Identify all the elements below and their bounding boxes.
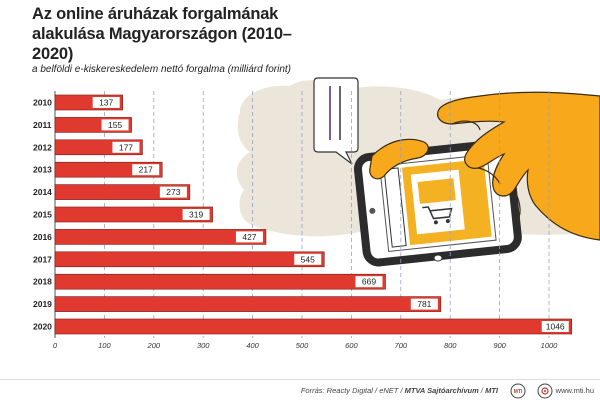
category-label: 2011 bbox=[33, 120, 52, 130]
data-label: 781 bbox=[417, 299, 431, 309]
category-label: 2018 bbox=[33, 277, 52, 287]
chart-category-labels: 2010 2011 2012 2013 2014 2015 2016 2017 2018 2019… bbox=[33, 98, 52, 332]
data-label: 155 bbox=[108, 120, 122, 130]
x-tick-label: 100 bbox=[98, 341, 111, 350]
x-tick-label: 600 bbox=[345, 341, 358, 350]
bar bbox=[54, 206, 213, 223]
source-end: MTI bbox=[485, 386, 498, 395]
footer: Forrás: Reacty Digital / eNET / MTVA Saj… bbox=[0, 379, 600, 403]
category-label: 2012 bbox=[33, 142, 52, 152]
data-label: 273 bbox=[166, 187, 180, 197]
smartphone-icon bbox=[353, 139, 522, 267]
eye-logo-icon bbox=[537, 383, 553, 399]
data-label-box bbox=[182, 209, 210, 220]
x-tick-label: 700 bbox=[395, 341, 408, 350]
chart-bars: 137 155 177 217 273 319 427 545 669 781 1046 bbox=[54, 94, 573, 335]
data-label: 427 bbox=[242, 232, 256, 242]
data-label-box bbox=[92, 97, 120, 108]
category-label: 2020 bbox=[33, 322, 52, 332]
data-label: 545 bbox=[301, 254, 315, 264]
data-label-box bbox=[410, 298, 438, 310]
speech-bubble-icon bbox=[313, 77, 359, 165]
data-label-box bbox=[355, 276, 383, 288]
data-label: 137 bbox=[99, 98, 113, 108]
website-link[interactable]: www.mti.hu bbox=[555, 386, 594, 395]
background-illustration bbox=[236, 77, 600, 267]
bar bbox=[54, 318, 573, 335]
bar bbox=[54, 251, 325, 268]
chart-subtitle: a belföldi e-kiskereskedelem nettó forga… bbox=[32, 64, 291, 75]
hand-icon bbox=[369, 91, 600, 241]
x-tick-label: 400 bbox=[246, 341, 259, 350]
data-label: 177 bbox=[119, 142, 133, 152]
x-tick-label: 300 bbox=[197, 341, 210, 350]
data-label: 669 bbox=[362, 277, 376, 287]
data-label-box bbox=[294, 253, 322, 265]
x-tick-label: 200 bbox=[147, 341, 161, 350]
data-label: 1046 bbox=[546, 322, 565, 332]
source-credit: Forrás: Reacty Digital / eNET / MTVA Saj… bbox=[301, 386, 498, 395]
chart-tick-labels: 0 100 200 300 400 500 600 700 800 900 1000 bbox=[53, 341, 558, 350]
x-tick-label: 800 bbox=[444, 341, 457, 350]
x-tick-label: 1000 bbox=[541, 341, 559, 350]
category-label: 2015 bbox=[33, 210, 52, 220]
data-label: 319 bbox=[189, 210, 203, 220]
data-label-box bbox=[541, 321, 569, 332]
category-label: 2010 bbox=[33, 98, 52, 108]
category-label: 2017 bbox=[33, 254, 52, 264]
category-label: 2014 bbox=[33, 187, 52, 197]
mti-logo-text: MTI bbox=[514, 389, 523, 395]
shopping-cart-icon bbox=[422, 206, 453, 225]
category-label: 2013 bbox=[33, 165, 52, 175]
bar bbox=[54, 229, 267, 245]
chart-title: Az online áruházak forgalmának alakulása… bbox=[32, 5, 292, 63]
bar bbox=[54, 273, 386, 290]
source-prefix: Forrás: Reacty Digital / eNET / bbox=[300, 386, 405, 395]
data-label-box bbox=[101, 119, 129, 131]
data-label-box bbox=[112, 141, 140, 153]
data-label-box bbox=[132, 164, 160, 176]
data-label-box bbox=[159, 186, 187, 198]
category-label: 2016 bbox=[33, 232, 52, 242]
data-label: 217 bbox=[139, 165, 153, 175]
x-tick-label: 500 bbox=[296, 341, 309, 350]
x-tick-label: 0 bbox=[53, 341, 58, 350]
data-label-box bbox=[235, 231, 263, 243]
bar bbox=[54, 296, 442, 312]
x-tick-label: 900 bbox=[493, 341, 506, 350]
bar bbox=[54, 184, 191, 200]
source-separator: / bbox=[478, 386, 486, 395]
mti-logo-icon: MTI bbox=[510, 383, 526, 399]
category-label: 2019 bbox=[33, 299, 52, 309]
source-bold: MTVA Sajtóarchívum bbox=[404, 386, 479, 395]
